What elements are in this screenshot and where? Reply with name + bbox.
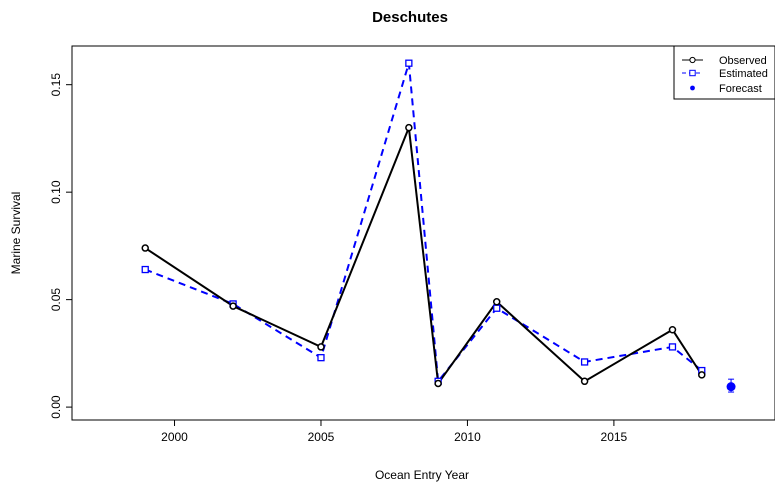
observed-point bbox=[434, 379, 442, 388]
observed-point bbox=[698, 371, 706, 379]
x-axis-label: Ocean Entry Year bbox=[375, 468, 469, 482]
y-axis: 0.00 0.05 0.10 0.15 bbox=[49, 73, 72, 419]
x-tick-label: 2015 bbox=[601, 430, 628, 444]
legend-estimated-marker bbox=[689, 69, 696, 77]
x-tick-label: 2000 bbox=[161, 430, 188, 444]
series-layer bbox=[141, 59, 736, 393]
observed-point bbox=[405, 123, 413, 132]
series-observed-line bbox=[144, 127, 703, 387]
estimated-point bbox=[141, 265, 149, 274]
legend-observed-marker bbox=[689, 56, 696, 64]
legend-observed-label: Observed bbox=[719, 55, 767, 67]
observed-point bbox=[668, 325, 677, 334]
estimated-point bbox=[493, 304, 501, 312]
x-tick-label: 2005 bbox=[308, 430, 335, 444]
estimated-point bbox=[317, 354, 325, 362]
x-axis: 2000 2005 2010 2015 bbox=[161, 420, 628, 444]
y-tick-label: 0.10 bbox=[49, 180, 63, 204]
observed-point bbox=[141, 244, 149, 252]
legend-forecast-marker bbox=[690, 85, 695, 91]
y-tick-label: 0.00 bbox=[49, 395, 63, 419]
observed-point bbox=[492, 298, 501, 306]
legend: Observed Estimated Forecast bbox=[673, 45, 775, 100]
forecast-point bbox=[726, 382, 736, 392]
legend-forecast-label: Forecast bbox=[719, 83, 762, 95]
legend-estimated-label: Estimated bbox=[719, 68, 768, 80]
chart-title: Deschutes bbox=[372, 9, 448, 26]
y-tick-label: 0.05 bbox=[49, 288, 63, 312]
y-tick-label: 0.15 bbox=[49, 73, 63, 97]
estimated-point bbox=[405, 59, 413, 67]
y-axis-label: Marine Survival bbox=[9, 192, 23, 275]
observed-point bbox=[229, 302, 237, 310]
plot-frame bbox=[71, 45, 775, 421]
observed-point bbox=[580, 377, 589, 386]
series-estimated-line bbox=[144, 62, 703, 384]
estimated-point bbox=[580, 358, 589, 366]
observed-point bbox=[317, 343, 325, 351]
estimated-point bbox=[668, 343, 677, 351]
x-tick-label: 2010 bbox=[454, 430, 481, 444]
